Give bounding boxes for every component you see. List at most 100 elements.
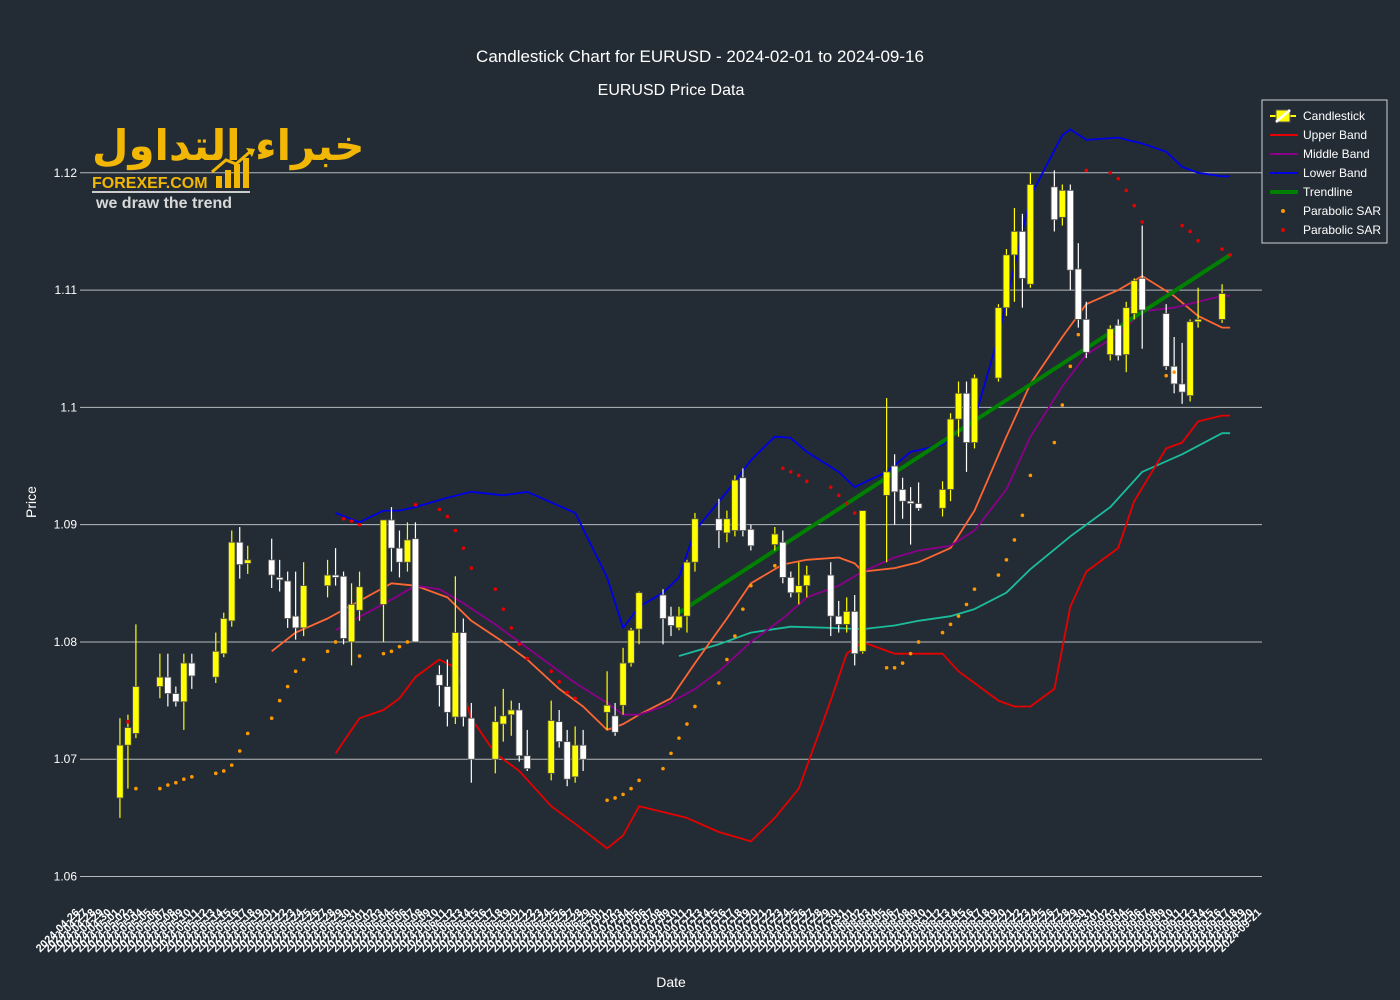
candle-body bbox=[771, 533, 779, 546]
sar-dot-bull bbox=[733, 634, 737, 638]
candle bbox=[898, 477, 907, 519]
candle bbox=[116, 718, 124, 818]
legend-label: Middle Band bbox=[1303, 147, 1370, 161]
sar-dot-bear bbox=[1228, 253, 1232, 257]
candle bbox=[962, 381, 971, 472]
sar-dot-bear bbox=[844, 501, 849, 506]
candle-body bbox=[603, 704, 611, 713]
candle-body bbox=[323, 574, 332, 587]
candle bbox=[603, 671, 611, 730]
sar-dot-bull bbox=[621, 792, 625, 797]
candle-body bbox=[268, 559, 276, 576]
candle-body bbox=[395, 547, 404, 563]
candle-body bbox=[1026, 184, 1035, 285]
sar-dot-bull bbox=[357, 654, 362, 658]
sar-dot-bull bbox=[221, 769, 226, 773]
candle bbox=[156, 653, 164, 699]
candle-body bbox=[299, 585, 308, 629]
candle bbox=[507, 700, 515, 736]
sar-dot-bear bbox=[445, 514, 450, 519]
candle bbox=[379, 519, 388, 642]
candle bbox=[795, 562, 803, 605]
y-tick-label: 1.06 bbox=[54, 870, 78, 884]
candle-body bbox=[387, 519, 396, 549]
candle-body bbox=[507, 709, 515, 716]
sar-dot-bull bbox=[325, 649, 330, 654]
candle-body bbox=[403, 539, 412, 563]
candle bbox=[459, 618, 468, 727]
candle-body bbox=[1002, 254, 1011, 309]
candle-body bbox=[180, 662, 188, 703]
sar-dot-bull bbox=[213, 771, 218, 776]
candle bbox=[667, 606, 675, 637]
sar-dot-bear bbox=[413, 502, 418, 507]
candle-body bbox=[555, 721, 563, 743]
candle bbox=[347, 583, 356, 666]
sar-dot-bull bbox=[245, 731, 250, 736]
sar-dot-bear bbox=[1116, 176, 1121, 181]
sar-dot-bull bbox=[741, 607, 745, 611]
candle bbox=[843, 597, 851, 633]
sar-dot-bull bbox=[725, 657, 729, 662]
y-tick-label: 1.1 bbox=[60, 400, 77, 414]
candle-body bbox=[116, 744, 124, 799]
candle-body bbox=[731, 479, 739, 531]
candle-body bbox=[787, 577, 795, 594]
candle-body bbox=[1082, 318, 1090, 353]
candle bbox=[882, 397, 891, 563]
candle-body bbox=[1058, 189, 1066, 218]
candle-body bbox=[954, 392, 963, 420]
logo-chart-icon bbox=[211, 148, 255, 188]
legend-box bbox=[1261, 99, 1388, 244]
sar-dot-bear bbox=[1084, 168, 1089, 173]
candle bbox=[994, 304, 1003, 382]
sar-dot-bear bbox=[1220, 247, 1224, 251]
sar-dot-bear bbox=[1180, 223, 1184, 228]
sar-dot-bull bbox=[773, 563, 777, 568]
candle bbox=[1010, 207, 1019, 302]
candle-body bbox=[124, 727, 132, 746]
candle-body bbox=[827, 574, 835, 617]
sar-dot-bear bbox=[1132, 203, 1137, 208]
candle-body bbox=[276, 577, 284, 581]
candle bbox=[299, 562, 308, 637]
candle bbox=[1218, 284, 1226, 323]
legend-item: Candlestick bbox=[1270, 109, 1366, 123]
candle bbox=[970, 374, 979, 449]
candle-body bbox=[283, 580, 292, 619]
sar-dot-bull bbox=[749, 583, 753, 588]
sar-dot-bull bbox=[301, 657, 306, 662]
y-axis-label: Price bbox=[23, 486, 39, 518]
candle-body bbox=[236, 541, 244, 565]
sar-dot-bear bbox=[549, 669, 554, 674]
legend-item: Parabolic SAR bbox=[1281, 204, 1381, 218]
candle-body bbox=[667, 615, 675, 626]
sar-dot-bull bbox=[174, 780, 178, 785]
sar-dot-bull bbox=[1076, 332, 1081, 337]
candle-body bbox=[164, 676, 172, 694]
candle-body bbox=[747, 528, 755, 547]
candle-body bbox=[547, 720, 555, 774]
candle bbox=[914, 482, 923, 511]
sar-dot-bear bbox=[453, 528, 458, 533]
candle bbox=[659, 589, 667, 645]
candle-body bbox=[459, 632, 468, 718]
candle bbox=[124, 714, 132, 789]
candle bbox=[771, 527, 779, 551]
candle bbox=[451, 576, 460, 725]
y-axis-ticks: 1.06 1.07 1.08 1.09 1.1 1.11 1.12 bbox=[54, 166, 78, 884]
candle bbox=[1066, 184, 1074, 291]
candle-body bbox=[172, 693, 180, 703]
sar-dot-bull bbox=[333, 640, 338, 644]
candle bbox=[291, 571, 300, 640]
candle-body bbox=[1162, 313, 1170, 367]
logo-arabic-text: خبراء التداول bbox=[92, 121, 365, 171]
candle bbox=[683, 559, 691, 633]
sar-dot-bull bbox=[956, 614, 961, 618]
sar-dot-bull bbox=[293, 669, 298, 674]
candle bbox=[1122, 301, 1130, 373]
candle-body bbox=[291, 615, 300, 629]
candle-body bbox=[499, 715, 507, 725]
sar-dot-bull bbox=[948, 622, 953, 627]
candle bbox=[355, 571, 364, 621]
